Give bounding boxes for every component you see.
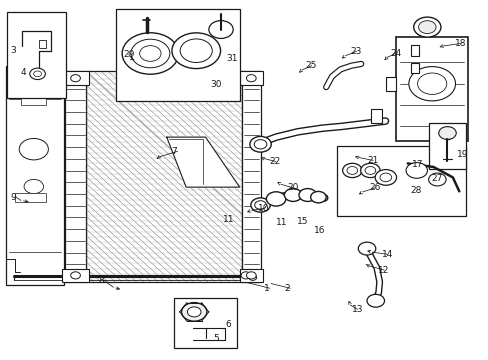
Text: 6: 6 [224,320,230,329]
Polygon shape [166,137,239,187]
Circle shape [284,189,301,202]
Text: 18: 18 [454,39,465,48]
Circle shape [418,21,435,33]
Text: 25: 25 [305,61,317,70]
Text: 24: 24 [389,49,401,58]
Circle shape [249,136,271,152]
Text: 3: 3 [10,46,16,55]
Bar [174,298,237,348]
Circle shape [360,163,379,177]
Bar [410,45,419,56]
Circle shape [364,167,375,174]
Circle shape [366,294,384,307]
Circle shape [310,192,325,203]
Text: 4: 4 [21,68,26,77]
Circle shape [405,163,427,178]
Circle shape [254,201,266,209]
Circle shape [140,46,161,61]
Circle shape [250,198,270,212]
Circle shape [131,39,169,68]
Text: 12: 12 [377,266,389,275]
Bar [6,66,63,285]
Circle shape [254,140,266,149]
Text: 5: 5 [212,334,218,343]
Circle shape [34,71,41,77]
Text: 13: 13 [351,305,362,314]
Circle shape [208,21,233,39]
Circle shape [24,179,43,194]
Text: 28: 28 [410,186,421,195]
Circle shape [181,303,206,321]
Text: 10: 10 [257,204,268,213]
Bar [15,193,46,202]
Circle shape [187,307,201,317]
Circle shape [246,75,256,82]
Circle shape [71,272,80,279]
Text: 30: 30 [210,80,222,89]
Text: 14: 14 [381,250,392,259]
Circle shape [30,68,45,80]
Bar [428,123,465,169]
Bar [410,63,419,73]
Text: 21: 21 [366,156,378,165]
Circle shape [428,173,445,186]
Bar [39,40,46,48]
Bar [62,71,89,85]
Circle shape [379,173,391,182]
Text: 26: 26 [369,183,380,192]
Bar [20,92,46,105]
Circle shape [413,17,440,37]
Text: 17: 17 [411,160,423,169]
Circle shape [246,272,256,279]
Text: 7: 7 [171,147,177,156]
Bar [239,71,263,85]
Circle shape [266,192,285,206]
Text: 29: 29 [122,50,134,59]
Text: 1: 1 [264,284,269,293]
Bar [385,77,395,91]
Bar [64,71,86,282]
Text: 9: 9 [10,193,16,202]
Circle shape [248,275,256,280]
Bar [336,146,465,216]
Text: 22: 22 [269,157,281,166]
Circle shape [417,73,446,94]
Circle shape [71,75,80,82]
Bar [239,269,263,282]
Circle shape [19,139,48,160]
Circle shape [180,39,212,63]
Circle shape [374,170,396,185]
Bar [116,9,239,102]
Text: 2: 2 [284,284,289,293]
Bar [242,71,260,282]
Circle shape [358,242,375,255]
Bar [62,269,89,282]
Text: 11: 11 [222,215,234,224]
Circle shape [298,189,316,202]
Text: 8: 8 [99,276,104,285]
Circle shape [241,272,250,279]
Text: 31: 31 [225,54,237,63]
Circle shape [408,67,455,101]
Bar [7,12,65,98]
Circle shape [346,167,357,174]
Bar [395,37,467,141]
Circle shape [172,33,220,69]
Text: 16: 16 [313,225,325,234]
Text: 15: 15 [296,217,307,226]
Circle shape [122,33,178,74]
Circle shape [438,127,455,139]
Circle shape [342,163,361,177]
Text: 20: 20 [287,183,298,192]
Text: 27: 27 [430,174,442,183]
Bar [370,109,381,123]
Bar [86,71,242,282]
Text: 23: 23 [350,47,361,56]
Text: 19: 19 [456,150,467,159]
Text: 11: 11 [276,219,287,228]
